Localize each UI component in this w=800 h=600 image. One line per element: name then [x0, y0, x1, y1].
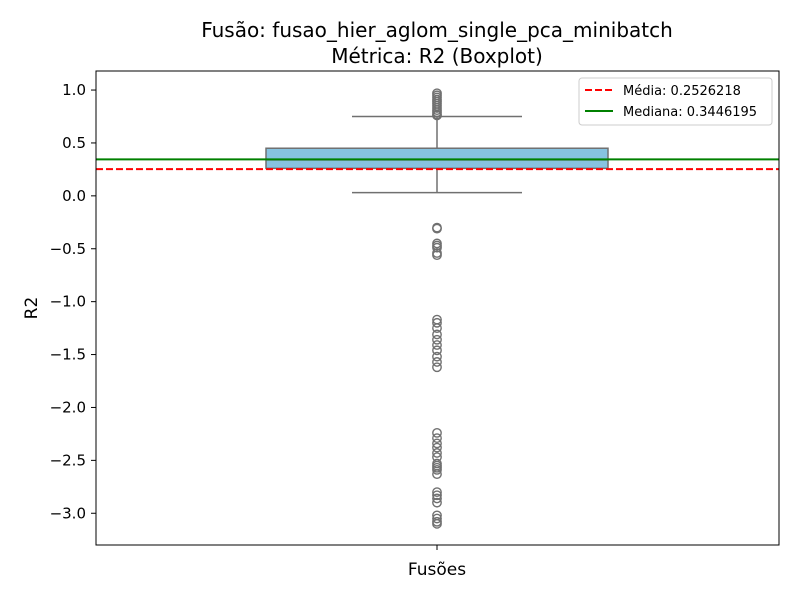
y-tick-label: −1.0 [50, 293, 86, 311]
outlier-point [432, 329, 442, 340]
x-axis-label: Fusões [408, 560, 466, 580]
outlier-point [432, 427, 442, 438]
y-axis: 1.0 0.5 0.0 −0.5 −1.0 −1.5 −2.0 −2.5 −3.0 [50, 81, 96, 522]
outlier-point [432, 250, 442, 260]
outlier-point [432, 448, 442, 458]
outlier-point [432, 513, 442, 524]
outlier-point [432, 469, 442, 480]
outlier-point [432, 110, 442, 121]
plot-area [96, 88, 779, 529]
outlier-point [432, 518, 442, 529]
outlier-point [432, 323, 442, 334]
outlier-point [432, 487, 442, 497]
outlier-point [432, 357, 442, 367]
outlier-point [432, 351, 442, 362]
legend-label-mean: Média: 0.2526218 [623, 84, 741, 99]
outlier-point [432, 317, 442, 328]
legend: Média: 0.2526218 Mediana: 0.3446195 [578, 77, 773, 126]
outlier-point [432, 493, 442, 504]
y-tick-label: −2.5 [50, 451, 86, 469]
y-tick-label: −0.5 [50, 240, 86, 258]
outlier-point [432, 464, 442, 475]
chart-subtitle: Métrica: R2 (Boxplot) [331, 44, 543, 68]
outlier-point [432, 334, 442, 345]
y-tick-label: 1.0 [62, 81, 86, 99]
outlier-point [432, 362, 442, 373]
outlier-point [432, 438, 442, 449]
chart-title: Fusão: fusao_hier_aglom_single_pca_minib… [201, 18, 673, 42]
legend-label-median: Mediana: 0.3446195 [623, 105, 757, 120]
outlier-point [432, 433, 442, 444]
outlier-point [432, 340, 442, 350]
outlier-point [432, 345, 442, 356]
y-tick-label: −3.0 [50, 504, 86, 522]
outlier-point [432, 223, 442, 234]
y-axis-label: R2 [22, 297, 42, 320]
outlier-point [432, 490, 442, 501]
outlier-point [432, 497, 442, 508]
box-iqr [265, 147, 609, 170]
y-tick-label: 0.0 [62, 187, 86, 205]
legend-box [578, 77, 773, 126]
outlier-point [432, 442, 442, 453]
outlier-point [432, 242, 442, 253]
y-tick-label: −1.5 [50, 346, 86, 364]
y-tick-label: −2.0 [50, 398, 86, 416]
y-tick-label: 0.5 [62, 134, 86, 152]
